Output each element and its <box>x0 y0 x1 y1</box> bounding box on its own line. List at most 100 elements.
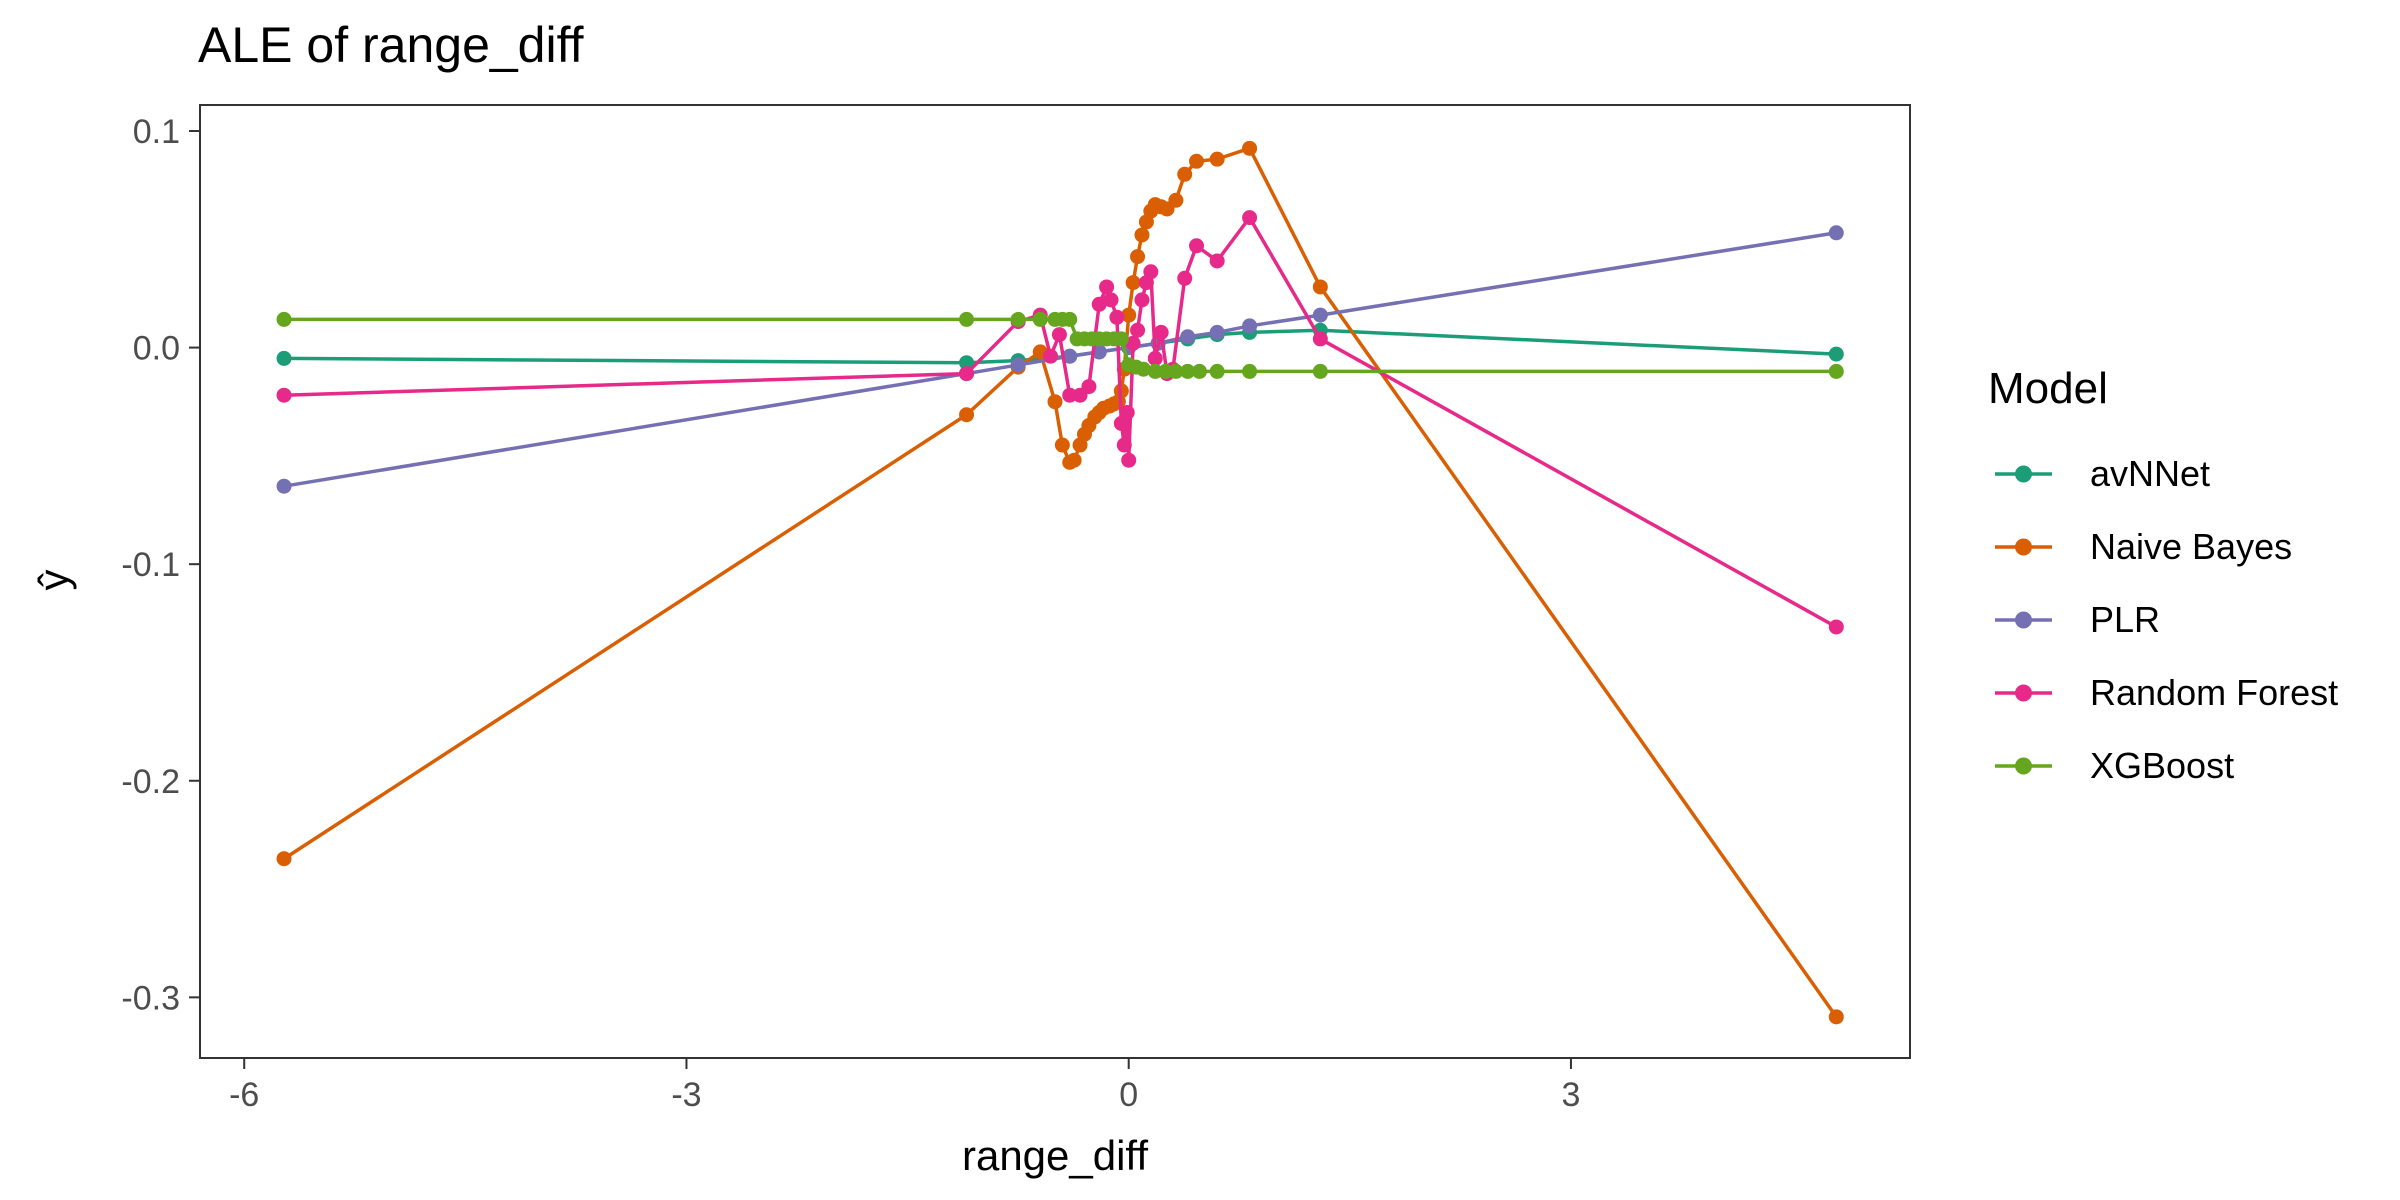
data-point-naive-bayes <box>959 407 975 423</box>
data-point-xgboost <box>1062 311 1078 327</box>
data-point-random-forest <box>1209 253 1225 269</box>
series-xgboost <box>276 311 1844 379</box>
data-point-random-forest <box>1062 387 1078 403</box>
legend-key-point <box>2015 611 2032 629</box>
data-point-random-forest <box>1119 405 1135 421</box>
data-point-naive-bayes <box>1121 307 1137 323</box>
data-point-random-forest <box>1043 348 1059 364</box>
data-point-plr <box>1209 324 1225 340</box>
data-point-random-forest <box>1081 379 1097 395</box>
data-point-xgboost <box>1191 363 1207 379</box>
data-point-naive-bayes <box>276 851 292 867</box>
data-point-random-forest <box>1099 279 1115 295</box>
legend-item-naive-bayes: Naive Bayes <box>1995 526 2292 567</box>
data-point-xgboost <box>1147 363 1163 379</box>
series-layer <box>276 140 1844 1025</box>
data-point-xgboost <box>1828 363 1844 379</box>
series-line-plr <box>283 231 1837 488</box>
data-point-random-forest <box>1109 309 1125 325</box>
data-point-naive-bayes <box>1066 452 1082 468</box>
data-point-xgboost <box>1312 363 1328 379</box>
data-point-plr <box>276 478 292 494</box>
x-tick-label: -6 <box>229 1076 259 1114</box>
data-point-xgboost <box>1168 363 1184 379</box>
data-point-random-forest <box>1153 324 1169 340</box>
y-tick-label: 0.1 <box>133 113 180 151</box>
legend-label: PLR <box>2090 599 2160 640</box>
chart-title: ALE of range_diff <box>198 17 584 73</box>
legend-item-random-forest: Random Forest <box>1995 672 2338 713</box>
data-point-random-forest <box>1242 210 1258 226</box>
data-point-xgboost <box>1180 363 1196 379</box>
data-point-plr <box>1180 329 1196 345</box>
series-line-random-forest <box>283 215 1838 629</box>
data-point-plr <box>1828 225 1844 241</box>
data-point-naive-bayes <box>1054 437 1070 453</box>
data-point-random-forest <box>1116 437 1132 453</box>
legend: Model avNNet Naive Bayes PLR Random Forest X… <box>1988 364 2338 786</box>
legend-item-xgboost: XGBoost <box>1995 745 2234 786</box>
data-point-random-forest <box>1143 264 1159 280</box>
data-point-xgboost <box>276 311 292 327</box>
data-point-naive-bayes <box>1312 279 1328 295</box>
data-point-naive-bayes <box>1125 275 1141 291</box>
data-point-avnnet <box>1828 346 1844 362</box>
data-point-random-forest <box>1134 292 1150 308</box>
legend-key-point <box>2015 684 2032 702</box>
data-point-naive-bayes <box>1242 140 1258 156</box>
data-point-plr <box>1312 307 1328 323</box>
data-point-naive-bayes <box>1209 151 1225 167</box>
legend-key-point <box>2015 757 2032 775</box>
data-point-xgboost <box>1113 331 1129 347</box>
data-point-naive-bayes <box>1828 1009 1844 1025</box>
data-point-plr <box>1010 357 1026 373</box>
y-tick-label: -0.1 <box>121 546 180 584</box>
data-point-random-forest <box>1091 296 1107 312</box>
legend-key-point <box>2015 465 2032 483</box>
x-axis-label: range_diff <box>962 1132 1148 1179</box>
data-point-random-forest <box>1121 452 1137 468</box>
data-point-plr <box>1242 318 1258 334</box>
data-point-naive-bayes <box>1134 227 1150 243</box>
legend-item-avnnet: avNNet <box>1995 453 2210 494</box>
data-point-xgboost <box>959 311 975 327</box>
data-point-xgboost <box>1209 363 1225 379</box>
data-point-avnnet <box>276 350 292 366</box>
data-point-xgboost <box>1242 363 1258 379</box>
x-tick-label: 3 <box>1561 1076 1580 1114</box>
data-point-random-forest <box>1312 331 1328 347</box>
data-point-naive-bayes <box>1047 394 1063 410</box>
data-point-plr <box>1062 348 1078 364</box>
x-tick-label: -3 <box>671 1076 701 1114</box>
y-axis-label: ŷ <box>30 570 77 591</box>
data-point-xgboost <box>1158 363 1174 379</box>
legend-label: avNNet <box>2090 453 2210 494</box>
data-point-random-forest <box>1051 327 1067 343</box>
y-tick-label: 0.0 <box>133 330 180 368</box>
data-point-random-forest <box>1103 292 1119 308</box>
data-point-random-forest <box>1828 619 1844 635</box>
data-point-naive-bayes <box>1177 166 1193 182</box>
data-point-random-forest <box>1125 335 1141 351</box>
y-tick-label: -0.2 <box>121 763 180 801</box>
data-point-xgboost <box>1010 311 1026 327</box>
y-tick-label: -0.3 <box>121 979 180 1017</box>
data-point-random-forest <box>1130 322 1146 338</box>
data-point-naive-bayes <box>1168 192 1184 208</box>
legend-title: Model <box>1988 364 2108 413</box>
legend-label: XGBoost <box>2090 745 2234 786</box>
data-point-xgboost <box>1032 311 1048 327</box>
x-axis: -6 -3 0 3 <box>229 1058 1580 1114</box>
legend-item-plr: PLR <box>1995 599 2160 640</box>
data-point-xgboost <box>1135 361 1151 377</box>
data-point-naive-bayes <box>1130 249 1146 265</box>
data-point-random-forest <box>1177 270 1193 286</box>
x-tick-label: 0 <box>1119 1076 1138 1114</box>
data-point-random-forest <box>959 366 975 382</box>
data-point-random-forest <box>1147 350 1163 366</box>
legend-label: Random Forest <box>2090 672 2338 713</box>
legend-label: Naive Bayes <box>2090 526 2292 567</box>
legend-items: avNNet Naive Bayes PLR Random Forest XGBoost <box>1995 453 2338 786</box>
panel-border <box>199 104 1911 1059</box>
